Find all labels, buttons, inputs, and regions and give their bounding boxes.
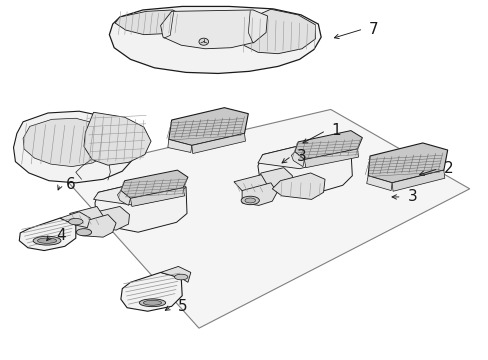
Polygon shape bbox=[95, 180, 186, 232]
Polygon shape bbox=[60, 109, 469, 328]
Ellipse shape bbox=[76, 229, 91, 236]
Polygon shape bbox=[84, 112, 151, 165]
Polygon shape bbox=[115, 10, 181, 35]
Text: 6: 6 bbox=[66, 177, 76, 192]
Polygon shape bbox=[117, 190, 130, 206]
Text: 5: 5 bbox=[177, 299, 186, 314]
Ellipse shape bbox=[199, 38, 208, 45]
Polygon shape bbox=[367, 143, 447, 183]
Polygon shape bbox=[243, 9, 315, 54]
Text: 4: 4 bbox=[57, 228, 66, 243]
Polygon shape bbox=[233, 175, 267, 192]
Ellipse shape bbox=[241, 196, 259, 205]
Polygon shape bbox=[168, 108, 248, 145]
Polygon shape bbox=[191, 134, 245, 154]
Text: 3: 3 bbox=[407, 189, 416, 204]
Polygon shape bbox=[121, 170, 187, 198]
Ellipse shape bbox=[143, 300, 161, 305]
Polygon shape bbox=[272, 173, 325, 199]
Polygon shape bbox=[366, 176, 391, 190]
Polygon shape bbox=[109, 6, 321, 73]
Polygon shape bbox=[19, 218, 76, 251]
Polygon shape bbox=[23, 118, 111, 167]
Polygon shape bbox=[60, 212, 90, 228]
Ellipse shape bbox=[68, 219, 83, 225]
Polygon shape bbox=[254, 168, 292, 191]
Text: 3: 3 bbox=[297, 149, 306, 163]
Polygon shape bbox=[73, 215, 116, 237]
Polygon shape bbox=[130, 188, 184, 207]
Polygon shape bbox=[167, 139, 191, 153]
Polygon shape bbox=[69, 207, 104, 225]
Ellipse shape bbox=[244, 198, 255, 203]
Polygon shape bbox=[294, 131, 362, 159]
Polygon shape bbox=[90, 207, 129, 230]
Text: 1: 1 bbox=[331, 123, 341, 138]
Polygon shape bbox=[93, 180, 185, 206]
Polygon shape bbox=[304, 149, 358, 168]
Ellipse shape bbox=[174, 274, 187, 280]
Polygon shape bbox=[242, 183, 277, 206]
Polygon shape bbox=[14, 111, 135, 183]
Ellipse shape bbox=[38, 238, 57, 243]
Polygon shape bbox=[160, 266, 190, 282]
Ellipse shape bbox=[33, 236, 61, 245]
Ellipse shape bbox=[139, 299, 165, 307]
Polygon shape bbox=[257, 142, 350, 169]
Polygon shape bbox=[291, 152, 304, 167]
Text: 7: 7 bbox=[368, 22, 378, 36]
Polygon shape bbox=[160, 10, 267, 49]
Polygon shape bbox=[391, 170, 444, 191]
Polygon shape bbox=[257, 142, 351, 197]
Text: 2: 2 bbox=[444, 161, 453, 176]
Polygon shape bbox=[121, 273, 182, 311]
